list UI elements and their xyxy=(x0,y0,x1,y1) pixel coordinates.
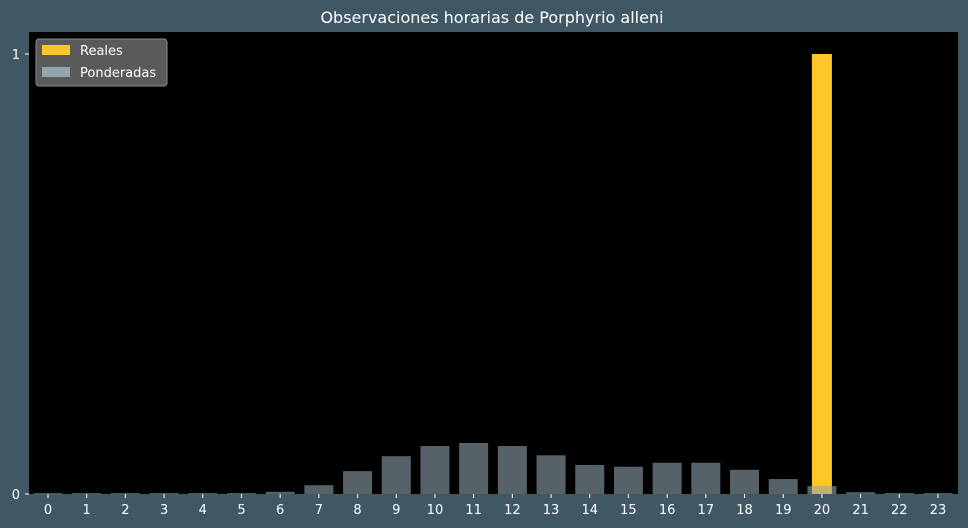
x-tick-label-8: 8 xyxy=(353,503,361,518)
x-tick-label-9: 9 xyxy=(392,503,400,518)
bar-ponderadas-22 xyxy=(884,493,914,495)
chart-title: Observaciones horarias de Porphyrio alle… xyxy=(320,8,663,27)
bar-ponderadas-7 xyxy=(304,485,334,494)
plot-area xyxy=(29,32,958,494)
legend-label-ponderadas: Ponderadas xyxy=(80,66,156,81)
legend-label-reales: Reales xyxy=(80,44,123,59)
bar-ponderadas-9 xyxy=(381,456,411,494)
legend: Reales Ponderadas xyxy=(35,38,168,87)
legend-swatch-ponderadas xyxy=(42,67,70,77)
bar-ponderadas-16 xyxy=(652,462,682,494)
bar-reales-20 xyxy=(811,54,832,494)
x-tick-label-23: 23 xyxy=(930,503,947,518)
x-tick-label-17: 17 xyxy=(698,503,715,518)
x-tick-label-22: 22 xyxy=(891,503,908,518)
x-tick-label-14: 14 xyxy=(581,503,598,518)
bar-ponderadas-12 xyxy=(497,446,527,494)
x-tick-label-5: 5 xyxy=(237,503,245,518)
x-tick-label-18: 18 xyxy=(736,503,753,518)
x-tick-label-12: 12 xyxy=(504,503,521,518)
x-tick-label-4: 4 xyxy=(199,503,207,518)
x-tick-label-11: 11 xyxy=(465,503,482,518)
x-tick-label-7: 7 xyxy=(315,503,323,518)
legend-swatch-reales xyxy=(42,45,70,55)
bar-ponderadas-10 xyxy=(420,446,450,494)
bar-ponderadas-19 xyxy=(768,479,798,494)
bar-ponderadas-11 xyxy=(459,442,489,494)
x-tick-label-10: 10 xyxy=(427,503,444,518)
x-tick-label-1: 1 xyxy=(83,503,91,518)
x-tick-label-3: 3 xyxy=(160,503,168,518)
bar-ponderadas-23 xyxy=(923,493,953,495)
bar-ponderadas-0 xyxy=(33,493,63,495)
bar-ponderadas-5 xyxy=(226,493,256,495)
bars-ponderadas xyxy=(33,442,953,495)
x-tick-label-16: 16 xyxy=(659,503,676,518)
x-tick-label-15: 15 xyxy=(620,503,637,518)
bar-ponderadas-6 xyxy=(265,491,295,494)
bar-ponderadas-18 xyxy=(730,469,760,494)
y-tick-label-0: 0 xyxy=(12,488,20,503)
x-tick-label-13: 13 xyxy=(543,503,560,518)
x-tick-label-21: 21 xyxy=(852,503,869,518)
bar-ponderadas-17 xyxy=(691,462,721,494)
x-tick-label-19: 19 xyxy=(775,503,792,518)
bar-ponderadas-3 xyxy=(149,493,179,495)
y-tick-label-1: 1 xyxy=(12,48,20,63)
bar-ponderadas-21 xyxy=(846,492,876,494)
bar-ponderadas-4 xyxy=(188,493,218,495)
bar-ponderadas-8 xyxy=(343,471,373,494)
bar-ponderadas-13 xyxy=(536,455,566,494)
x-axis: 0 1 2 3 4 5 6 7 8 9 10 11 12 13 14 15 16 17 18 19 20 21 22 23 xyxy=(44,494,946,518)
x-tick-label-2: 2 xyxy=(121,503,129,518)
bar-ponderadas-1 xyxy=(72,493,102,495)
bar-ponderadas-14 xyxy=(575,464,605,494)
bars-reales xyxy=(811,54,832,494)
bar-ponderadas-20 xyxy=(807,486,837,494)
x-tick-label-0: 0 xyxy=(44,503,52,518)
x-tick-label-6: 6 xyxy=(276,503,284,518)
bar-ponderadas-15 xyxy=(613,466,643,494)
y-axis: 01 xyxy=(12,48,29,503)
x-tick-label-20: 20 xyxy=(814,503,831,518)
bar-ponderadas-2 xyxy=(110,493,140,495)
